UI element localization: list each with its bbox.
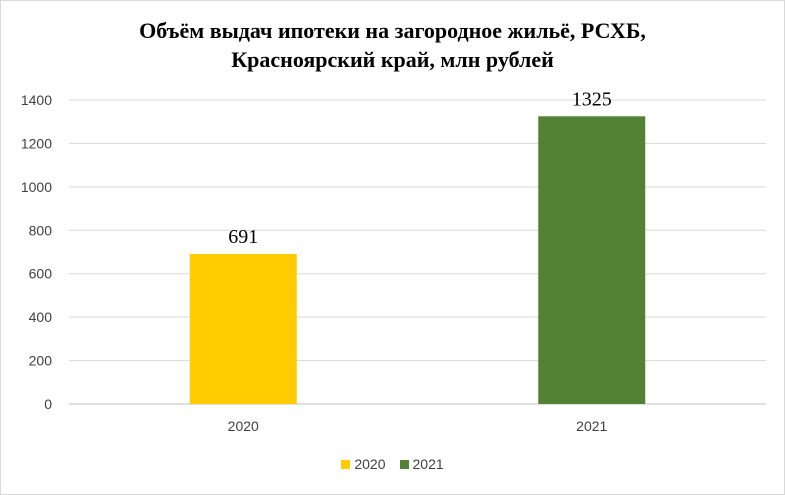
y-tick-label: 400 [29,309,53,325]
legend-item-2020: 2020 [341,456,386,472]
y-tick-label: 800 [29,222,53,238]
legend-swatch-2020 [341,459,351,469]
y-tick-label: 200 [29,353,53,369]
y-tick-label: 1000 [21,179,52,195]
legend-swatch-2021 [399,459,409,469]
y-tick-label: 1400 [21,92,52,108]
legend-label-2020: 2020 [354,456,386,472]
x-tick-label-2021: 2021 [576,418,607,434]
y-tick-label: 600 [29,266,53,282]
legend-item-2021: 2021 [399,456,444,472]
data-label-2020: 691 [228,226,258,248]
y-tick-label: 0 [44,396,52,412]
chart-title: Объём выдач ипотеки на загородное жильё,… [0,16,785,74]
bar-2020 [189,253,297,404]
x-tick-label-2020: 2020 [228,418,259,434]
y-tick-label: 1200 [21,135,52,151]
data-label-2021: 1325 [572,88,612,110]
chart-title-line-2: Красноярский край, млн рублей [231,47,554,72]
legend: 2020 2021 [0,456,785,472]
legend-label-2021: 2021 [412,456,444,472]
chart-title-line-1: Объём выдач ипотеки на загородное жильё,… [139,18,646,43]
bar-2021 [538,116,646,405]
